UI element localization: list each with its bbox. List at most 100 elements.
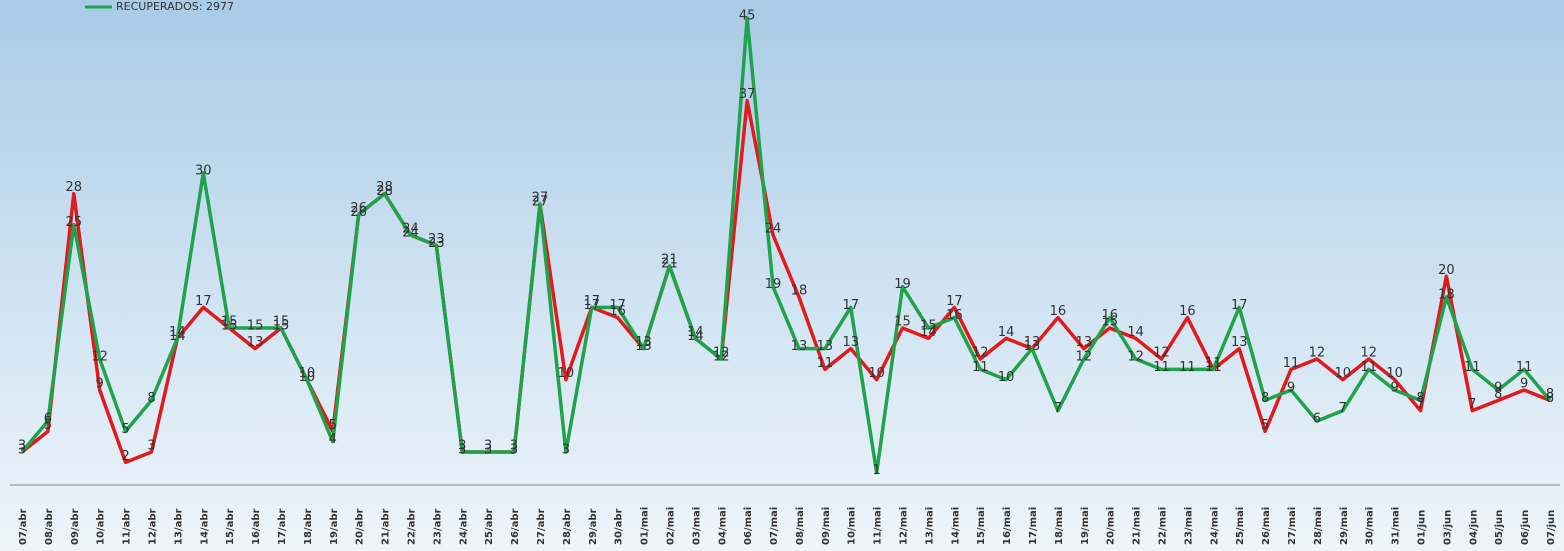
data-label: 11 [972,360,989,375]
x-tick-label: 08/mai [795,507,806,545]
x-tick-label: 07/mai [769,507,780,545]
data-label: 2 [121,449,129,464]
data-label: 13 [1231,335,1248,350]
x-tick-label: 26/mai [1261,507,1272,545]
x-tick-label: 23/abr [432,509,443,545]
data-label: 12 [91,350,108,365]
data-label: 12 [1153,346,1170,361]
x-tick-label: 30/mai [1365,507,1376,545]
data-label: 28 [66,180,83,195]
data-label: 3 [510,443,518,458]
data-label: 11 [1205,360,1222,375]
data-label: 13 [842,335,859,350]
x-tick-label: 20/mai [1106,507,1117,545]
x-tick-label: 03/jun [1442,510,1453,545]
data-label: 27 [532,195,549,210]
data-label: 14 [687,329,704,344]
x-tick-label: 09/abr [70,509,81,545]
data-label: 17 [946,294,963,309]
data-label: 12 [1309,346,1326,361]
data-label: 13 [247,335,264,350]
data-label: 3 [147,439,155,454]
x-tick-label: 19/abr [329,509,340,545]
x-tick-label: 11/abr [122,509,133,545]
x-tick-label: 15/mai [976,507,987,545]
data-label: 5 [121,422,129,437]
x-tick-label: 12/abr [147,509,158,545]
data-label: 16 [946,308,963,323]
x-tick-label: 12/mai [899,507,910,545]
data-label: 9 [1494,381,1502,396]
data-label: 26 [350,205,367,220]
x-tick-label: 19/mai [1080,507,1091,545]
data-label: 37 [739,87,756,102]
data-label: 17 [195,294,212,309]
x-tick-label: 06/mai [743,507,754,545]
data-label: 13 [1024,339,1041,354]
x-tick-label: 28/abr [562,509,573,545]
x-tick-label: 13/mai [924,507,935,545]
data-label: 13 [635,339,652,354]
data-label: 17 [609,298,626,313]
data-label: 11 [817,356,834,371]
x-tick-label: 16/abr [251,509,262,545]
data-label: 11 [1179,360,1196,375]
data-label: 16 [1101,308,1118,323]
x-tick-label: 13/abr [173,509,184,545]
data-label: 7 [1054,401,1062,416]
x-tick-label: 25/abr [484,509,495,545]
x-tick-label: 20/abr [355,509,366,545]
x-tick-label: 08/abr [44,509,55,545]
data-label: 18 [791,284,808,299]
x-tick-label: 17/mai [1028,507,1039,545]
data-label: 8 [1261,391,1269,406]
chart: 07/abr08/abr09/abr10/abr11/abr12/abr13/a… [0,0,1564,551]
data-label: 8 [1416,391,1424,406]
x-tick-label: 07/jun [1546,510,1557,545]
data-label: 10 [1335,366,1352,381]
data-label: 17 [583,298,600,313]
data-label: 12 [1360,346,1377,361]
data-label: 9 [1390,381,1398,396]
data-label: 11 [1516,360,1533,375]
data-label: 16 [1050,304,1067,319]
data-label: 21 [661,257,678,272]
x-tick-label: 04/jun [1468,510,1479,545]
data-label: 7 [1468,397,1476,412]
data-label: 9 [96,377,104,392]
data-label: 10 [558,366,575,381]
x-tick-label: 11/mai [873,507,884,545]
data-label: 5 [1261,418,1269,433]
data-label: 12 [1127,350,1144,365]
data-label: 14 [1127,325,1144,340]
x-tick-label: 24/mai [1209,507,1220,545]
legend-label: RECUPERADOS: 2977 [116,0,234,13]
x-tick-label: 09/mai [821,507,832,545]
data-label: 3 [484,443,492,458]
x-tick-label: 15/abr [225,509,236,545]
data-label: 8 [147,391,155,406]
data-label: 6 [44,412,52,427]
data-label: 10 [998,370,1015,385]
x-tick-label: 26/abr [510,509,521,545]
data-label: 24 [402,226,419,241]
data-label: 24 [765,222,782,237]
data-label: 8 [1546,391,1554,406]
data-label: 11 [1464,360,1481,375]
data-label: 10 [299,370,316,385]
data-label: 12 [972,346,989,361]
data-label: 9 [1520,377,1528,392]
data-label: 15 [273,319,290,334]
x-tick-label: 22/mai [1158,507,1169,545]
data-label: 10 [1386,366,1403,381]
data-label: 3 [18,443,26,458]
data-label: 11 [1283,356,1300,371]
data-label: 19 [894,277,911,292]
data-label: 17 [1231,298,1248,313]
x-tick-label: 01/jun [1417,510,1428,545]
data-label: 13 [1076,335,1093,350]
data-label: 13 [817,339,834,354]
data-label: 7 [1339,401,1347,416]
data-label: 10 [868,366,885,381]
x-tick-label: 28/mai [1313,507,1324,545]
